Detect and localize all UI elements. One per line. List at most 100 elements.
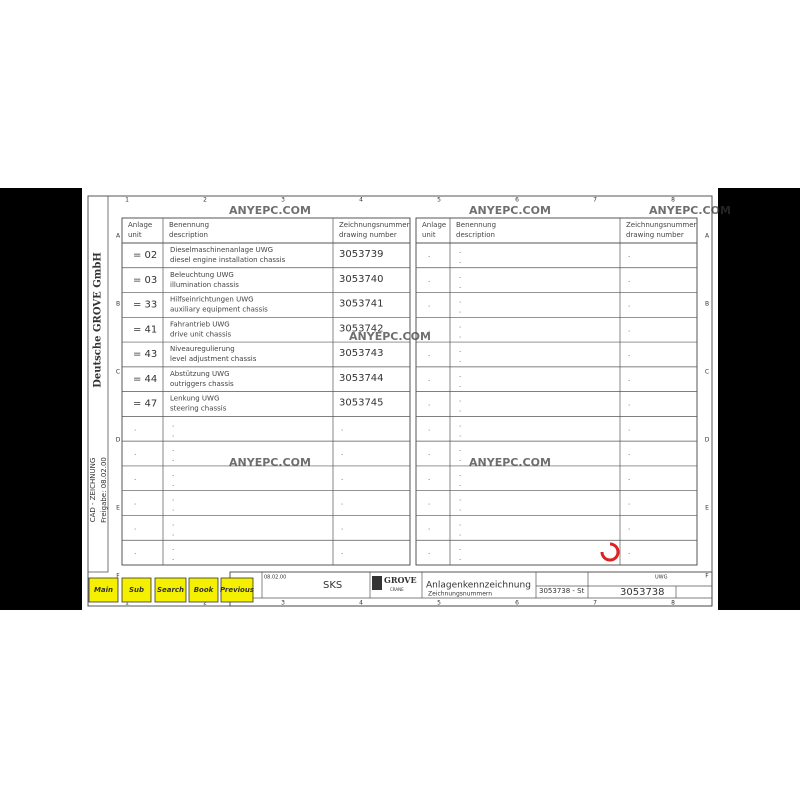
ruler-column: 1 (125, 600, 129, 607)
watermark: ANYEPC.COM (469, 204, 551, 217)
sheet-ref: 3053738 - St (539, 587, 585, 595)
placeholder: . (459, 381, 461, 389)
company-name: Deutsche GROVE GmbH (93, 252, 104, 388)
ruler-row: A (705, 233, 710, 240)
document (82, 188, 718, 610)
ruler-row: D (116, 437, 121, 444)
ruler-column: 8 (671, 197, 675, 204)
placeholder: . (172, 519, 174, 527)
placeholder: . (628, 499, 630, 507)
nav-button-label[interactable]: Previous (220, 586, 254, 594)
nav-button-label[interactable]: Search (157, 586, 184, 594)
ruler-row: B (705, 301, 709, 308)
placeholder: . (628, 301, 630, 309)
cad-label: CAD - ZEICHNUNG (89, 458, 97, 523)
ruler-column: 5 (437, 600, 441, 607)
ruler-column: 6 (515, 600, 519, 607)
nav-button-label[interactable]: Sub (129, 586, 144, 594)
description-en: diesel engine installation chassis (170, 256, 286, 264)
placeholder: . (459, 346, 461, 354)
ruler-column: 4 (359, 600, 363, 607)
placeholder: . (172, 420, 174, 428)
placeholder: . (341, 474, 343, 482)
placeholder: . (459, 480, 461, 488)
placeholder: . (628, 325, 630, 333)
watermark: ANYEPC.COM (229, 204, 311, 217)
nav-button[interactable] (220, 577, 254, 603)
placeholder: . (628, 548, 630, 556)
column-header: Benennung (456, 221, 496, 229)
placeholder: . (628, 474, 630, 482)
nav-button[interactable] (88, 577, 119, 603)
placeholder: . (459, 321, 461, 329)
description-en: steering chassis (170, 405, 227, 413)
placeholder: . (628, 400, 630, 408)
column-header: drawing number (339, 231, 397, 239)
ruler-row: E (116, 505, 120, 512)
description-en: outriggers chassis (170, 380, 234, 388)
column-header: Zeichnungsnummer (339, 221, 410, 229)
drawing-number: 3053744 (339, 373, 384, 384)
date: 08.02.00 (264, 575, 286, 581)
description-de: Hilfseinrichtungen UWG (170, 296, 254, 304)
logo: GROVE (384, 575, 417, 585)
nav-button[interactable] (188, 577, 219, 603)
ruler-column: 3 (281, 600, 285, 607)
placeholder: . (172, 554, 174, 562)
placeholder: . (172, 455, 174, 463)
description-en: illumination chassis (170, 281, 239, 289)
placeholder: . (428, 424, 430, 432)
column-header: Anlage (128, 221, 152, 229)
placeholder: . (428, 251, 430, 259)
placeholder: . (628, 251, 630, 259)
placeholder: . (459, 272, 461, 280)
description-en: auxiliary equipment chassis (170, 306, 268, 314)
nav-button-label[interactable]: Main (94, 586, 113, 594)
description-de: Lenkung UWG (170, 395, 219, 403)
placeholder: . (341, 449, 343, 457)
drawing-no: 3053738 (620, 587, 665, 598)
placeholder: . (459, 282, 461, 290)
placeholder: . (428, 548, 430, 556)
placeholder: . (459, 331, 461, 339)
description-de: Dieselmaschinenanlage UWG (170, 246, 273, 254)
ruler-column: 4 (359, 197, 363, 204)
nav-button[interactable] (154, 577, 187, 603)
placeholder: . (628, 350, 630, 358)
ruler-row: B (116, 301, 120, 308)
placeholder: . (134, 449, 136, 457)
logo-box (372, 576, 382, 590)
placeholder: . (341, 523, 343, 531)
placeholder: . (459, 495, 461, 503)
unit-code: = 43 (133, 349, 157, 360)
placeholder: . (459, 505, 461, 513)
placeholder: . (459, 371, 461, 379)
ruler-column: 7 (593, 197, 597, 204)
column-header: unit (422, 231, 436, 239)
side-strip (87, 195, 109, 573)
nav-button-label[interactable]: Book (194, 586, 215, 594)
placeholder: . (459, 297, 461, 305)
placeholder: . (459, 396, 461, 404)
nav-button[interactable] (121, 577, 152, 603)
placeholder: . (134, 548, 136, 556)
drawing-number: 3053743 (339, 348, 384, 359)
placeholder: . (172, 430, 174, 438)
title-de: Anlagenkennzeichnung (426, 581, 531, 591)
placeholder: . (428, 375, 430, 383)
drawn-by: SKS (323, 580, 342, 591)
placeholder: . (459, 554, 461, 562)
drawing-number: 3053740 (339, 274, 384, 285)
watermark: ANYEPC.COM (229, 456, 311, 469)
description-de: Beleuchtung UWG (170, 271, 234, 279)
watermark: ANYEPC.COM (649, 204, 731, 217)
unit-code: = 02 (133, 250, 157, 261)
logo-sub: CRANE (390, 587, 404, 592)
placeholder: . (172, 505, 174, 513)
placeholder: . (172, 470, 174, 478)
ruler-row: C (705, 369, 709, 376)
letterbox-left (0, 188, 82, 610)
placeholder: . (459, 445, 461, 453)
column-header: Benennung (169, 221, 209, 229)
